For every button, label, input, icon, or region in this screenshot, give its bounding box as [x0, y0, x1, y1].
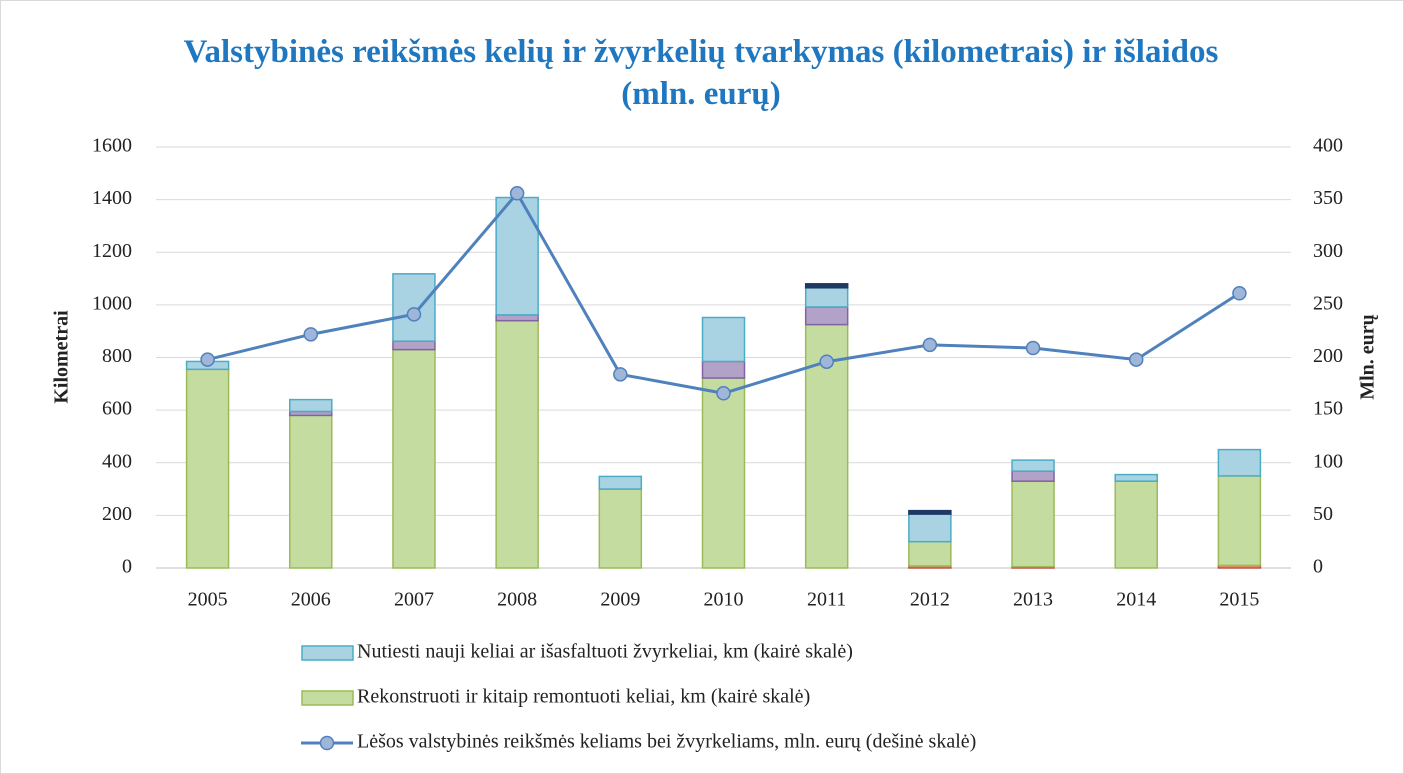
bar-segment [1011, 459, 1055, 472]
bar-segment [1011, 470, 1055, 482]
x-tick-label: 2011 [807, 589, 846, 611]
bar-segment [908, 513, 952, 543]
line-marker [1232, 286, 1247, 301]
legend-label: Nutiesti nauji keliai ar išasfaltuoti žv… [357, 641, 853, 663]
bar-segment [1114, 480, 1158, 569]
bar-segment [804, 287, 849, 308]
bar-segment [1217, 475, 1262, 567]
x-tick-label: 2014 [1116, 589, 1156, 611]
legend-label: Rekonstruoti ir kitaip remontuoti keliai… [357, 686, 810, 708]
y-tick-label: 0 [122, 556, 132, 578]
legend-marker [319, 735, 335, 751]
line-marker [303, 327, 319, 342]
legend-swatch [301, 690, 354, 706]
bar-segment [598, 488, 643, 569]
x-tick-label: 2007 [394, 589, 434, 611]
y-tick-label: 1000 [92, 292, 132, 314]
y2-axis-label: Mln. eurų [1357, 314, 1379, 400]
y-tick-label: 400 [102, 450, 132, 472]
x-tick-label: 2009 [600, 589, 640, 611]
x-tick-label: 2013 [1013, 589, 1053, 611]
line-marker [819, 354, 834, 369]
legend-swatch [301, 645, 354, 661]
bar-segment [701, 377, 746, 569]
bar-segment [908, 509, 952, 515]
legend-label: Lėšos valstybinės reikšmės keliams bei ž… [357, 731, 976, 753]
line-marker [200, 352, 215, 367]
bar-segment [1217, 448, 1262, 477]
x-tick-label: 2012 [910, 589, 950, 611]
y-axis-label: Kilometrai [51, 310, 73, 404]
bar-segment [495, 196, 539, 316]
y2-tick-label: 150 [1313, 398, 1343, 420]
x-tick-label: 2015 [1219, 589, 1259, 611]
y2-tick-label: 400 [1313, 135, 1343, 157]
bar-segment [804, 283, 849, 289]
bar-segment [701, 360, 746, 379]
line-marker [1025, 340, 1041, 356]
y2-tick-label: 300 [1313, 240, 1343, 262]
bar-segment [392, 348, 436, 569]
x-tick-label: 2005 [188, 589, 228, 611]
y2-tick-label: 50 [1313, 503, 1333, 525]
bar-segment [185, 368, 230, 569]
y2-tick-label: 200 [1313, 345, 1343, 367]
bar-segment [908, 540, 952, 567]
y2-tick-label: 100 [1313, 450, 1343, 472]
x-tick-label: 2008 [497, 589, 537, 611]
y-tick-label: 200 [102, 503, 132, 525]
bar-segment [289, 414, 333, 569]
y-tick-label: 600 [102, 398, 132, 420]
bar-segment [1114, 473, 1158, 482]
line-marker [1128, 352, 1144, 367]
line-marker [406, 307, 422, 322]
bar-segment [495, 314, 539, 322]
x-tick-label: 2006 [291, 589, 331, 611]
bar-segment [598, 475, 643, 490]
chart-title: Valstybinės reikšmės kelių ir žvyrkelių … [183, 34, 1219, 112]
y-tick-label: 1200 [92, 240, 132, 262]
bar-segment [495, 319, 539, 569]
line-marker [509, 186, 525, 201]
y2-tick-label: 0 [1313, 556, 1323, 578]
line-marker [922, 337, 938, 353]
bar-segment [804, 306, 849, 326]
line-marker [613, 367, 628, 382]
bar-segment [701, 316, 746, 363]
y2-tick-label: 250 [1313, 292, 1343, 314]
y-tick-label: 800 [102, 345, 132, 367]
line-marker [716, 386, 731, 401]
y-tick-label: 1400 [92, 187, 132, 209]
y2-tick-label: 350 [1313, 187, 1343, 209]
y-tick-label: 1600 [92, 135, 132, 157]
bar-segment [392, 340, 436, 351]
x-tick-label: 2010 [704, 589, 744, 611]
bar-segment [289, 398, 333, 413]
bar-segment [1011, 480, 1055, 568]
